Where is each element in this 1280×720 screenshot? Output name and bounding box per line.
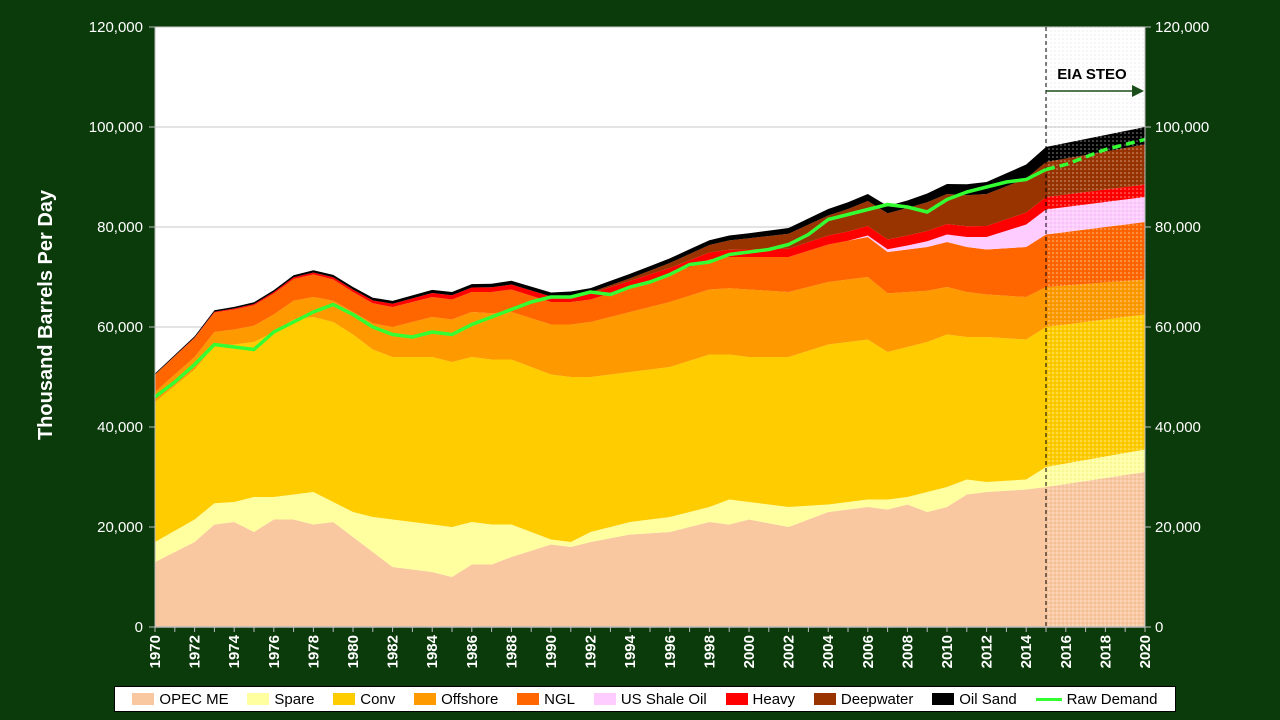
raw-demand-forecast-line [1045, 137, 1146, 172]
x-tick-label: 1980 [345, 635, 362, 668]
x-tick-label: 1998 [701, 635, 718, 668]
legend-item: Conv [333, 691, 395, 708]
x-tick-label: 1978 [305, 635, 322, 668]
legend-line-swatch [1035, 697, 1062, 701]
legend-swatch [932, 693, 955, 705]
x-tick-label: 2018 [1097, 635, 1114, 668]
raw-demand-line-layer [153, 137, 1146, 399]
legend-item: NGL [517, 691, 575, 708]
y-tick-label-left: 80,000 [97, 219, 143, 236]
legend-label: US Shale Oil [620, 690, 707, 708]
x-tick-label: 2000 [741, 635, 758, 668]
x-tick-label: 2010 [939, 635, 956, 668]
x-tick-label: 1976 [266, 635, 283, 668]
area-conv [155, 314, 1145, 542]
legend-label: Heavy [752, 690, 796, 708]
legend-label: Offshore [441, 690, 499, 708]
x-tick-label: 1986 [464, 635, 481, 668]
x-tick-label: 2014 [1018, 634, 1035, 668]
area-offshore [155, 277, 1145, 402]
x-tick-label: 1992 [583, 635, 600, 668]
legend-label: OPEC ME [159, 690, 229, 708]
x-tick-label: 2016 [1058, 635, 1075, 668]
legend-swatch [725, 693, 748, 705]
legend-item: OPEC ME [132, 690, 229, 708]
y-tick-label-left: 120,000 [89, 19, 143, 36]
area-ngl [155, 222, 1145, 392]
x-tick-label: 1988 [503, 635, 520, 668]
y-tick-label-left: 40,000 [97, 419, 143, 436]
y-tick-label-left: 100,000 [89, 119, 143, 136]
legend-label: Conv [360, 690, 396, 708]
legend-label: Deepwater [840, 690, 914, 708]
y-tick-label-right: 60,000 [1155, 319, 1201, 336]
x-tick-label: 1970 [147, 635, 164, 668]
y-tick-label-left: 60,000 [97, 319, 143, 336]
legend-item: US Shale Oil [593, 690, 707, 708]
legend: OPEC ME Spare Conv Offshore NGL US Shale Oil H… [114, 686, 1176, 712]
legend-item: Deepwater [813, 690, 914, 708]
eia-steo-annotation: EIA STEO [1057, 66, 1127, 83]
legend-swatch [333, 693, 356, 705]
legend-swatch [247, 693, 270, 705]
area-spare [155, 449, 1145, 577]
y-tick-label-right: 40,000 [1155, 419, 1201, 436]
legend-label: NGL [544, 690, 576, 708]
x-tick-label: 1982 [385, 635, 402, 668]
x-tick-label: 2012 [979, 635, 996, 668]
legend-swatch [813, 693, 836, 705]
y-tick-label-right: 20,000 [1155, 519, 1201, 536]
y-tick-label-right: 120,000 [1155, 19, 1209, 36]
legend-item: Raw Demand [1035, 690, 1158, 708]
area-opec-me [155, 472, 1145, 627]
legend-item: Spare [247, 691, 314, 708]
legend-item: Heavy [725, 690, 796, 708]
y-tick-label-left: 20,000 [97, 519, 143, 536]
forecast-overlay [1046, 27, 1145, 627]
x-tick-label: 1972 [187, 635, 204, 668]
y-tick-label-right: 100,000 [1155, 119, 1209, 136]
legend-swatch [517, 693, 540, 705]
legend-item: Oil Sand [932, 691, 1017, 708]
x-tick-label: 1990 [543, 635, 560, 668]
legend-label: Oil Sand [959, 690, 1017, 708]
x-tick-label: 2002 [781, 635, 798, 668]
x-tick-label: 1994 [622, 634, 639, 668]
legend-swatch [132, 693, 155, 705]
x-tick-label: 2020 [1137, 635, 1154, 668]
y-tick-label-right: 0 [1155, 619, 1163, 636]
axes: 0 0 20,000 20,000 40,000 40,000 60,000 60,000 80… [89, 19, 1209, 668]
legend-item: Offshore [414, 691, 498, 708]
y-tick-label-right: 80,000 [1155, 219, 1201, 236]
area-heavy [155, 184, 1145, 375]
x-tick-label: 1996 [662, 635, 679, 668]
x-tick-label: 1974 [226, 634, 243, 668]
x-tick-label: 2004 [820, 634, 837, 668]
y-tick-label-left: 0 [135, 619, 143, 636]
legend-label: Raw Demand [1066, 690, 1158, 708]
x-tick-label: 1984 [424, 634, 441, 668]
x-tick-label: 2008 [899, 635, 916, 668]
legend-swatch [593, 693, 616, 705]
legend-label: Spare [274, 690, 315, 708]
raw-demand-line [153, 167, 1047, 399]
legend-swatch [414, 693, 437, 705]
x-tick-label: 2006 [860, 635, 877, 668]
y-axis-label: Thousand Barrels Per Day [35, 189, 57, 440]
